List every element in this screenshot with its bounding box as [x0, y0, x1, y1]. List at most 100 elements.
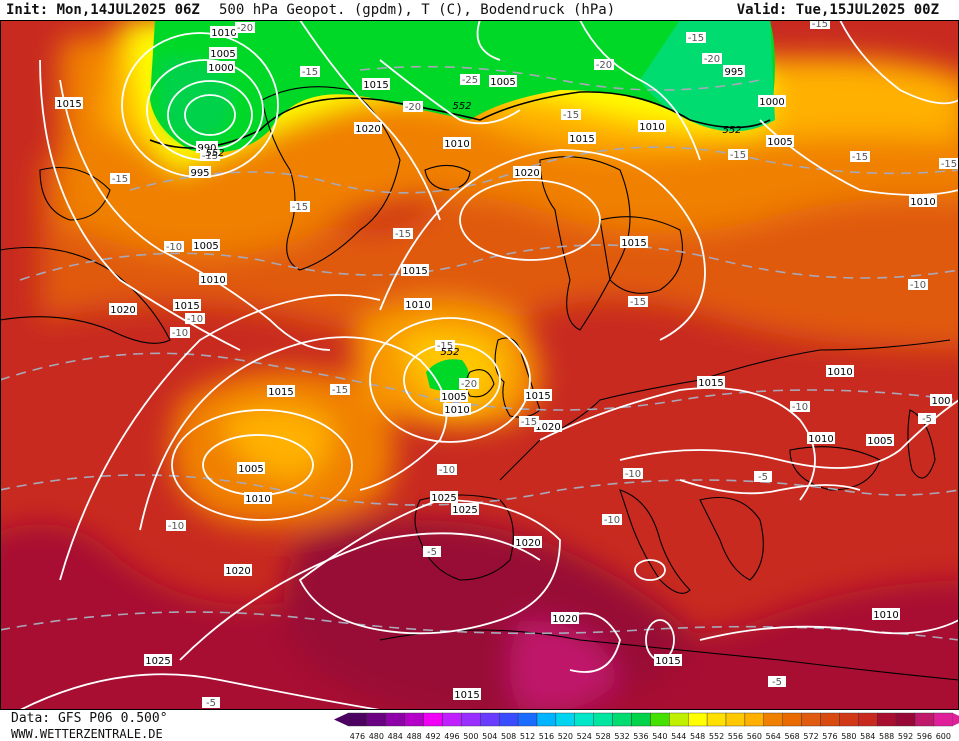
svg-text:1010: 1010	[910, 197, 935, 208]
temperature-label: -15	[435, 340, 455, 352]
pressure-label: 1020	[551, 612, 579, 625]
svg-text:1025: 1025	[145, 656, 170, 667]
svg-text:1010: 1010	[245, 494, 270, 505]
colorbar-swatch	[725, 712, 746, 727]
geopotential-552-contour	[149, 91, 771, 149]
colorbar-label: 548	[690, 732, 705, 741]
pressure-label: 1010	[443, 403, 471, 416]
colorbar-swatch	[933, 712, 954, 727]
svg-text:995: 995	[190, 168, 209, 179]
svg-text:-15: -15	[941, 159, 957, 170]
color-scale-legend: 476 480 484 488 492 496 500 504 508 512 516 520 524 5…	[334, 712, 959, 741]
colorbar-swatch	[347, 712, 368, 727]
cut-off-low	[426, 359, 470, 391]
temperature-label: -15	[393, 228, 413, 240]
svg-text:1015: 1015	[174, 301, 199, 312]
colorbar-label: 584	[860, 732, 875, 741]
pressure-label: 1010	[244, 492, 272, 505]
geopotential-label: 552	[722, 125, 741, 136]
pressure-label: 1005	[237, 462, 265, 475]
temperature-label: -15	[561, 109, 581, 121]
svg-text:-15: -15	[852, 152, 868, 163]
svg-text:1010: 1010	[405, 300, 430, 311]
colorbar-arrow-left	[334, 713, 348, 726]
svg-text:-10: -10	[910, 280, 926, 291]
colorbar-swatch	[442, 712, 462, 727]
colorbar-swatch	[914, 712, 935, 727]
colorbar-label: 492	[425, 732, 440, 741]
colorbar-label: 540	[652, 732, 667, 741]
pressure-label: 1000	[207, 61, 235, 74]
temperature-label: -15	[939, 158, 959, 170]
colorbar-label: 552	[709, 732, 724, 741]
temperature-label: -10	[908, 279, 928, 291]
svg-text:1020: 1020	[552, 614, 577, 625]
temperature-label: -15	[290, 201, 310, 213]
colorbar-label: 520	[558, 732, 573, 741]
colorbar-label: 480	[369, 732, 384, 741]
map-header: Init: Mon,14JUL2025 06Z 500 hPa Geopot. …	[0, 0, 959, 20]
pressure-label: 1020	[534, 420, 562, 433]
temperature-label: -5	[202, 697, 220, 709]
colorbar-swatch	[858, 712, 878, 727]
pressure-label: 1010	[638, 120, 666, 133]
colorbar-swatch	[763, 712, 783, 727]
colorbar-label: 476	[350, 732, 365, 741]
svg-text:1015: 1015	[454, 690, 479, 701]
colorbar-label: 504	[482, 732, 497, 741]
colorbar-swatch	[612, 712, 632, 727]
temperature-label: -10	[602, 514, 622, 526]
temperature-label: -15	[200, 150, 220, 162]
svg-text:1015: 1015	[621, 238, 646, 249]
svg-text:-15: -15	[812, 20, 828, 30]
pressure-label: 1005	[209, 47, 237, 60]
svg-text:-20: -20	[596, 60, 612, 71]
colorbar-label: 600	[936, 732, 951, 741]
svg-text:1005: 1005	[193, 241, 218, 252]
colorbar-swatch	[801, 712, 821, 727]
svg-text:1015: 1015	[56, 99, 81, 110]
pressure-label: 1020	[224, 564, 252, 577]
pressure-label: 1025	[144, 654, 172, 667]
pressure-label: 1020	[354, 122, 382, 135]
colorbar-label: 596	[917, 732, 932, 741]
svg-text:-10: -10	[187, 314, 203, 325]
init-time: Init: Mon,14JUL2025 06Z	[6, 2, 200, 18]
svg-text:1015: 1015	[569, 134, 594, 145]
temperature-label: -15	[628, 296, 648, 308]
pressure-label: 1015	[568, 132, 596, 145]
colorbar-swatch	[706, 712, 727, 727]
svg-text:-15: -15	[292, 202, 308, 213]
colorbar-swatch	[480, 712, 500, 727]
pressure-label: 1020	[514, 536, 542, 549]
svg-text:-15: -15	[202, 151, 218, 162]
svg-text:1010: 1010	[444, 139, 469, 150]
svg-text:1005: 1005	[490, 77, 515, 88]
pressure-label: 100	[930, 394, 952, 407]
colorbar-label: 576	[822, 732, 837, 741]
colorbar-label: 592	[898, 732, 913, 741]
pressure-label: 1020	[513, 166, 541, 179]
svg-text:1025: 1025	[431, 493, 456, 504]
weather-map[interactable]: 1010 1005 1000 990 995 1015 1015 1020 10…	[0, 20, 959, 710]
pressure-label: 1005	[766, 135, 794, 148]
svg-text:-15: -15	[688, 33, 704, 44]
temperature-label: -15	[810, 20, 830, 30]
colorbar-label: 536	[633, 732, 648, 741]
colorbar-label: 588	[879, 732, 894, 741]
svg-text:1005: 1005	[767, 137, 792, 148]
pressure-label: 1015	[267, 385, 295, 398]
colorbar-label: 512	[520, 732, 535, 741]
temperature-label: -5	[918, 413, 936, 425]
pressure-label: 1015	[524, 389, 552, 402]
colorbar-label: 524	[577, 732, 592, 741]
colorbar-label: 568	[785, 732, 800, 741]
svg-text:-15: -15	[730, 150, 746, 161]
pressure-label: 1010	[826, 365, 854, 378]
colorbar-label: 556	[728, 732, 743, 741]
svg-text:1015: 1015	[402, 266, 427, 277]
pressure-label: 1005	[866, 434, 894, 447]
temperature-label: -15	[728, 149, 748, 161]
svg-text:1010: 1010	[827, 367, 852, 378]
svg-text:-10: -10	[168, 521, 184, 532]
